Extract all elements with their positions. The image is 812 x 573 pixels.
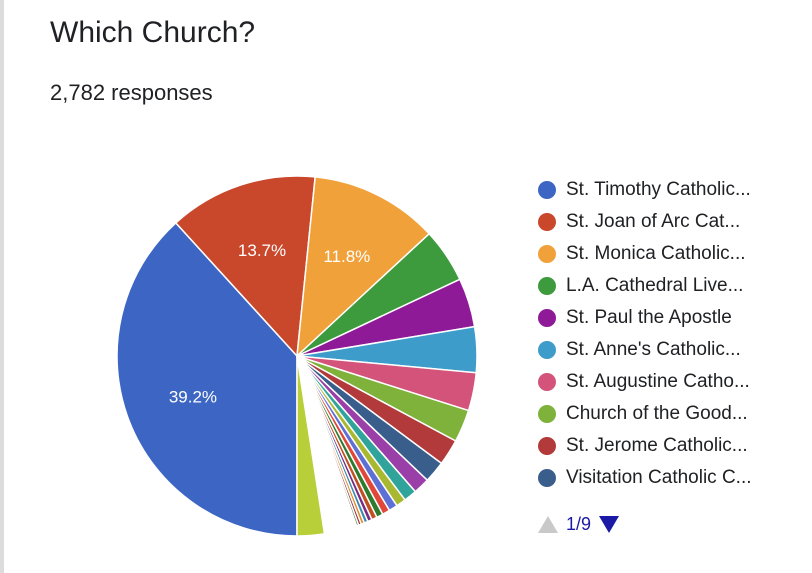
legend-item: St. Timothy Catholic... (538, 174, 752, 206)
legend-swatch-icon (538, 181, 556, 199)
legend-item: St. Anne's Catholic... (538, 334, 752, 366)
legend-label: St. Anne's Catholic... (566, 339, 741, 360)
slice-data-label: 13.7% (238, 241, 286, 260)
legend-label: St. Paul the Apostle (566, 307, 732, 328)
legend-pager: 1/9 (538, 514, 620, 535)
legend-swatch-icon (538, 277, 556, 295)
legend-label: Visitation Catholic C... (566, 467, 752, 488)
legend-swatch-icon (538, 469, 556, 487)
pie-slice-2 (296, 176, 431, 358)
legend-swatch-icon (538, 213, 556, 231)
slice-data-label: 11.8% (323, 247, 370, 266)
legend-item: Church of the Good... (538, 398, 752, 430)
legend-label: St. Timothy Catholic... (566, 179, 751, 200)
legend-label: St. Joan of Arc Cat... (566, 211, 741, 232)
legend-swatch-icon (538, 341, 556, 359)
legend-label: L.A. Cathedral Live... (566, 275, 744, 296)
legend-item: St. Jerome Catholic... (538, 430, 752, 462)
legend-item: St. Monica Catholic... (538, 238, 752, 270)
pie-slice-1 (174, 175, 316, 358)
legend-label: St. Augustine Catho... (566, 371, 750, 392)
pie-slice-0 (116, 221, 298, 537)
slice-data-label: 39.2% (169, 387, 217, 406)
legend: St. Timothy Catholic... St. Joan of Arc C… (538, 174, 752, 494)
left-border (0, 0, 4, 573)
legend-swatch-icon (538, 245, 556, 263)
page-up-icon[interactable] (538, 516, 558, 533)
legend-swatch-icon (538, 309, 556, 327)
page-down-icon[interactable] (599, 516, 620, 533)
legend-item: St. Joan of Arc Cat... (538, 206, 752, 238)
chart-title: Which Church? (50, 16, 256, 49)
legend-label: St. Monica Catholic... (566, 243, 746, 264)
page-indicator: 1/9 (566, 514, 592, 534)
legend-item: L.A. Cathedral Live... (538, 270, 752, 302)
legend-label: Church of the Good... (566, 403, 748, 424)
legend-item: St. Paul the Apostle (538, 302, 752, 334)
legend-swatch-icon (538, 373, 556, 391)
legend-swatch-icon (538, 437, 556, 455)
legend-item: St. Augustine Catho... (538, 366, 752, 398)
pie-slice-23 (296, 355, 326, 537)
legend-label: St. Jerome Catholic... (566, 435, 748, 456)
legend-swatch-icon (538, 405, 556, 423)
response-count: 2,782 responses (50, 80, 213, 105)
legend-item: Visitation Catholic C... (538, 462, 752, 494)
